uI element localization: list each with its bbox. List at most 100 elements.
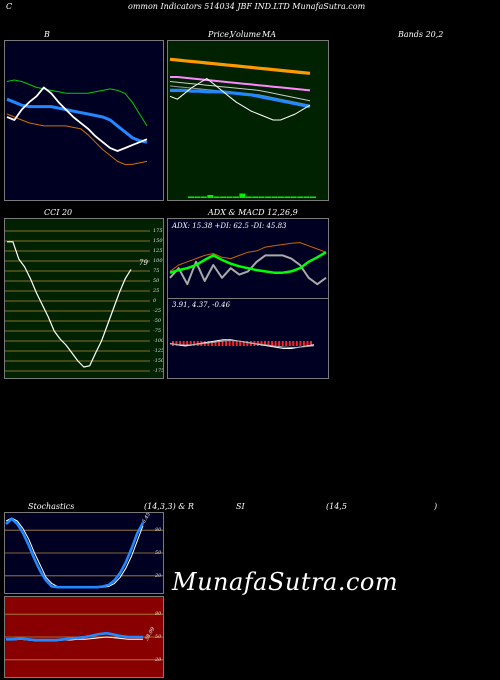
title-bands: Bands 20,2 xyxy=(398,30,444,39)
rsi-rsi-line xyxy=(6,631,143,642)
macd-histogram-bar xyxy=(271,341,274,346)
volume-bar xyxy=(188,196,194,198)
price-ma_pink-line xyxy=(170,76,311,92)
bollinger-lower-line xyxy=(6,113,148,165)
volume-bar xyxy=(290,196,297,198)
adx-panel: ADX: 15.38 +DI: 62.5 -DI: 45.83 xyxy=(167,218,329,299)
cci-tick-label: -175 xyxy=(153,368,164,374)
price-ma-panel xyxy=(167,40,329,201)
cci-chart xyxy=(5,230,150,372)
title-bollinger: B xyxy=(44,30,50,39)
volume-bar xyxy=(207,195,214,198)
macd-histogram-bar xyxy=(281,341,284,346)
title-ma: MA xyxy=(262,30,276,39)
adx-minus_di-line xyxy=(169,254,327,286)
rsi-tick-label: 50 xyxy=(155,634,162,640)
rsi-tick-label: 80 xyxy=(155,611,162,618)
macd-histogram-bar xyxy=(295,341,298,346)
rsi-chart xyxy=(5,613,163,661)
macd-signal-line xyxy=(169,340,315,348)
stoch-k-line xyxy=(5,517,145,589)
stoch-d-line xyxy=(5,517,144,588)
volume-bar xyxy=(232,196,239,198)
macd-histogram-bar xyxy=(278,341,281,346)
macd-histogram-bar xyxy=(299,341,302,346)
title-volume-v: V xyxy=(230,30,236,39)
volume-bar xyxy=(277,196,284,198)
cci-line xyxy=(7,241,132,368)
rsi-tick-label: 20 xyxy=(155,656,162,663)
macd-histogram-bar xyxy=(214,341,217,346)
price-ma_blue-line xyxy=(170,88,311,109)
title-stoch-params: (14,3,3) & R xyxy=(144,502,194,511)
adx-plus_di-line xyxy=(169,242,327,272)
macd-histogram-bar xyxy=(210,341,213,346)
cci-tick-label: 125 xyxy=(153,248,163,254)
title-price: Price, xyxy=(208,30,232,39)
volume-bar xyxy=(297,196,304,198)
title-stoch: Stochastics xyxy=(28,502,75,511)
macd-histogram-bar xyxy=(186,341,189,346)
bollinger-upper-line xyxy=(6,79,148,127)
macd-histogram-bar xyxy=(285,341,288,346)
bollinger-middle-line xyxy=(6,97,148,144)
volume-bar xyxy=(213,196,220,198)
price-price-line xyxy=(169,78,311,121)
cci-tick-label: -50 xyxy=(153,318,162,324)
volume-bar xyxy=(258,196,265,198)
macd-histogram-bar xyxy=(239,341,242,346)
cci-tick-label: -25 xyxy=(153,308,162,314)
macd-histogram-bar xyxy=(193,341,196,346)
stoch-tick-label: 80 xyxy=(155,527,162,534)
macd-histogram-bar xyxy=(302,341,305,346)
cci-value-label: 79 xyxy=(139,259,148,267)
volume-bar xyxy=(303,196,310,198)
cci-tick-label: -75 xyxy=(153,328,162,334)
volume-bar xyxy=(245,196,252,198)
adx-adx-line xyxy=(169,251,327,274)
adx-readout: ADX: 15.38 +DI: 62.5 -DI: 45.83 xyxy=(172,222,287,230)
macd-histogram-bar xyxy=(172,341,174,346)
cci-tick-label: 100 xyxy=(153,258,163,264)
cci-tick-label: -150 xyxy=(153,358,164,364)
macd-histogram-bar xyxy=(232,341,235,346)
adx-chart xyxy=(169,242,327,286)
price-ma_grey1-line xyxy=(169,81,311,102)
title-volume: olume xyxy=(236,30,261,39)
macd-histogram-bar xyxy=(225,341,228,346)
cci-tick-label: 175 xyxy=(153,228,163,234)
stoch-tick-label: 20 xyxy=(155,572,162,579)
volume-bar xyxy=(284,196,291,198)
title-rsi: SI xyxy=(236,502,245,511)
bollinger-price-line xyxy=(6,86,148,152)
bollinger-panel xyxy=(4,40,164,201)
volume-bar xyxy=(310,196,316,198)
macd-histogram-bar xyxy=(310,341,312,346)
macd-histogram-bar xyxy=(288,341,291,346)
macd-histogram-bar xyxy=(264,341,266,346)
macd-histogram-bar xyxy=(179,341,182,346)
cci-tick-label: 75 xyxy=(153,268,160,274)
macd-histogram-bar xyxy=(306,341,309,346)
title-rsi-params: (14,5 xyxy=(326,502,347,511)
volume-bar xyxy=(194,196,201,198)
macd-histogram-bar xyxy=(235,341,238,346)
macd-histogram-bar xyxy=(246,341,249,346)
volume-bar xyxy=(200,196,207,198)
title-adx-macd: ADX & MACD 12,26,9 xyxy=(208,208,298,217)
title-cci: CCI 20 xyxy=(44,208,73,217)
header-title: ommon Indicators 514034 JBF IND.LTD Muna… xyxy=(128,2,366,11)
macd-histogram-bar xyxy=(218,341,220,346)
stoch-tick-label: 50 xyxy=(155,550,162,556)
price-ma_orange-line xyxy=(169,57,311,75)
volume-bar xyxy=(252,196,259,198)
macd-histogram-bar xyxy=(242,341,245,346)
cci-tick-label: -125 xyxy=(153,348,164,354)
cci-tick-label: -100 xyxy=(153,338,164,344)
macd-histogram-bar xyxy=(228,341,231,346)
volume-bar xyxy=(265,196,272,198)
macd-chart xyxy=(169,339,315,349)
volume-bar xyxy=(226,196,233,198)
macd-histogram-bar xyxy=(182,341,185,346)
header-c: C xyxy=(6,2,13,11)
